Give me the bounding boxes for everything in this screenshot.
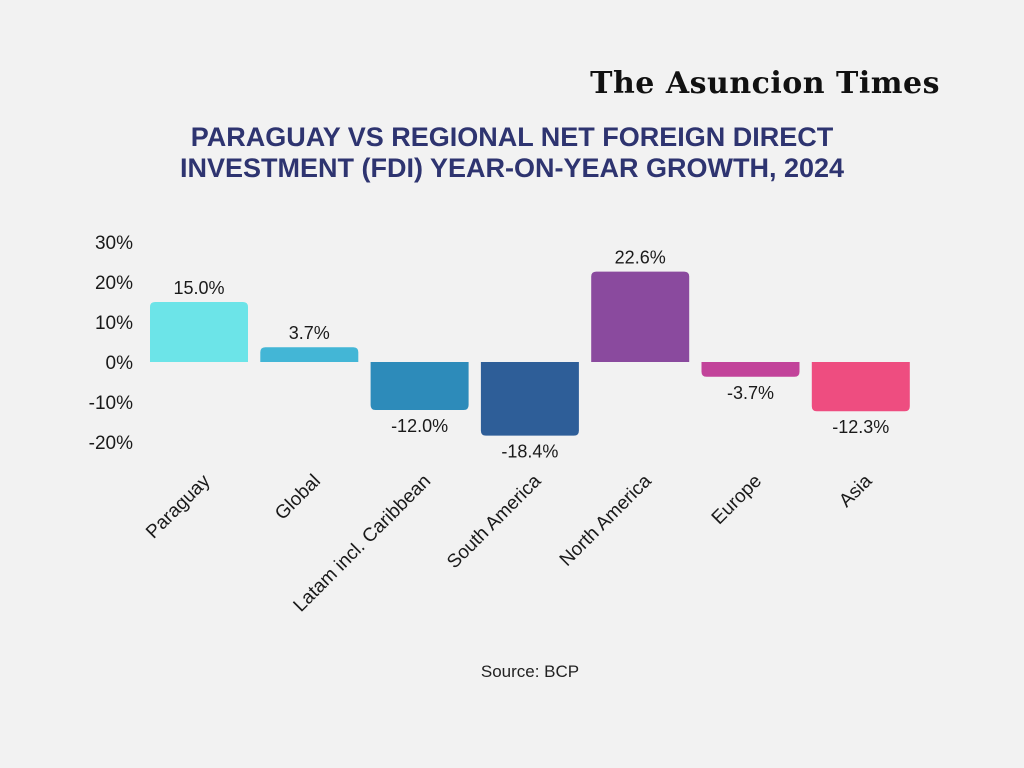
chart-title-line-2: INVESTMENT (FDI) YEAR-ON-YEAR GROWTH, 20… — [179, 153, 845, 183]
y-tick-label: 20% — [95, 273, 133, 294]
data-label: -12.3% — [832, 417, 889, 437]
data-label: 3.7% — [289, 323, 330, 343]
data-label: -18.4% — [501, 442, 558, 462]
x-tick-label: Paraguay — [142, 470, 215, 543]
bar-north-america — [591, 271, 690, 362]
y-tick-label: 30% — [95, 233, 133, 254]
bar-paraguay — [150, 302, 248, 362]
source-note: Source: BCP — [480, 662, 580, 681]
bar-global — [260, 347, 359, 362]
bar-asia — [811, 362, 910, 412]
y-tick-label: -10% — [89, 393, 133, 414]
y-tick-label: -20% — [89, 433, 133, 454]
bar-europe — [701, 362, 800, 377]
publisher-logo: The Asuncion Times — [590, 66, 940, 101]
x-tick-label: Europe — [708, 471, 766, 529]
data-label: -12.0% — [391, 416, 448, 436]
y-tick-label: 0% — [106, 353, 134, 374]
data-label: -3.7% — [727, 383, 774, 403]
y-tick-label: 10% — [95, 313, 133, 334]
x-tick-label: Global — [271, 471, 325, 525]
data-label: 15.0% — [173, 278, 224, 298]
bar-south-america — [480, 362, 579, 436]
x-tick-label: South America — [443, 470, 546, 573]
chart-title-line-1: PARAGUAY VS REGIONAL NET FOREIGN DIRECT — [190, 122, 834, 152]
chart-title: PARAGUAY VS REGIONAL NET FOREIGN DIRECT … — [0, 122, 1024, 184]
bar-latam-incl-caribbean — [370, 362, 469, 410]
x-tick-label: North America — [556, 470, 656, 570]
x-tick-label: Asia — [835, 470, 876, 511]
data-label: 22.6% — [615, 248, 666, 268]
